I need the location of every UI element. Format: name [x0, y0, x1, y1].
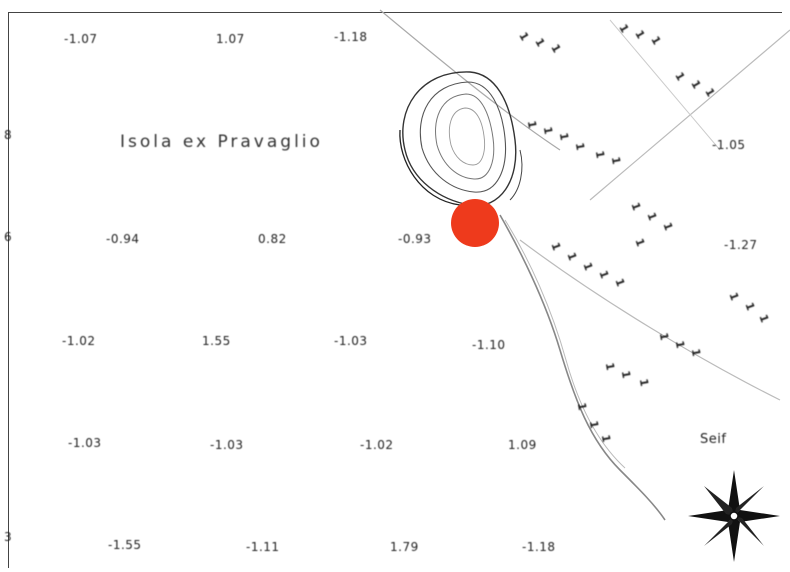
- coastline-inner: [504, 219, 626, 469]
- sounding: -1.27: [724, 238, 758, 252]
- island-contour-inner: [435, 93, 495, 180]
- edge-mark: 8: [4, 128, 12, 142]
- sounding: -1.03: [68, 436, 102, 450]
- sounding: -1.55: [108, 538, 142, 552]
- sounding: -1.03: [210, 438, 244, 452]
- sounding: -1.02: [360, 438, 394, 452]
- sounding: -0.94: [106, 232, 140, 246]
- island-rim: [399, 129, 461, 206]
- sounding: -1.11: [246, 540, 280, 554]
- corner-label: Seif: [700, 432, 727, 447]
- island-contour-core: [448, 107, 485, 166]
- sounding: -1.07: [64, 32, 98, 46]
- place-label-isola: Isola ex Pravaglio: [120, 132, 323, 152]
- channel-line: [519, 239, 781, 401]
- sounding: -1.18: [522, 540, 556, 554]
- sounding: -1.18: [334, 30, 368, 44]
- sounding: -1.02: [62, 334, 96, 348]
- island-rim-right: [509, 149, 523, 201]
- sounding: -1.03: [334, 334, 368, 348]
- sounding: -1.10: [472, 338, 506, 352]
- coastline: [499, 214, 666, 521]
- sounding: 1.55: [202, 334, 231, 348]
- bearing-line-2: [609, 19, 721, 151]
- chart-frame: [8, 12, 782, 568]
- channel-line-upper: [379, 9, 561, 151]
- edge-mark: 6: [4, 230, 12, 244]
- island-contour-outer: [402, 71, 517, 207]
- sounding: 1.07: [216, 32, 245, 46]
- edge-mark: 3: [4, 530, 12, 544]
- sounding: 1.09: [508, 438, 537, 452]
- sounding: -1.05: [712, 138, 746, 152]
- compass-rose-icon: [688, 470, 780, 562]
- sounding: 1.79: [390, 540, 419, 554]
- location-dot-icon[interactable]: [451, 199, 499, 247]
- sounding: -0.93: [398, 232, 432, 246]
- sounding: 0.82: [258, 232, 287, 246]
- island-contour-mid: [419, 81, 507, 193]
